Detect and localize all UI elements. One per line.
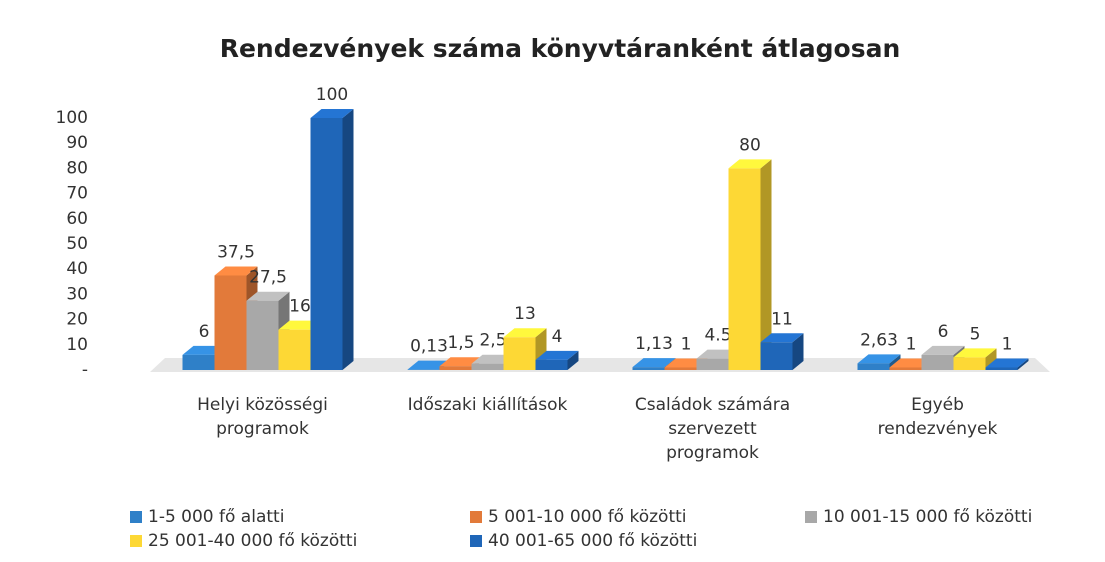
legend-swatch [130, 511, 142, 523]
x-tick-label: Időszaki kiállítások [408, 395, 568, 415]
legend-swatch [470, 535, 482, 547]
x-tick-label-line: Családok számára [635, 395, 790, 415]
y-tick-label: 60 [66, 209, 88, 229]
bar-top [857, 354, 901, 364]
floor [150, 358, 1050, 372]
data-label: 27,5 [249, 268, 287, 288]
bar [471, 363, 504, 370]
legend-swatch [130, 535, 142, 547]
data-label: 37,5 [217, 243, 255, 263]
x-tick-label-line: Helyi közösségi [197, 395, 328, 415]
x-tick-label-line: Egyéb [911, 395, 964, 415]
bar-top [953, 348, 997, 358]
bar [439, 366, 472, 370]
bar-side [567, 350, 579, 370]
y-tick-label: 70 [66, 184, 88, 204]
x-tick-label-line: programok [666, 443, 759, 463]
y-tick-label: 20 [66, 310, 88, 330]
data-label: 11 [771, 309, 793, 329]
legend-label: 1-5 000 fő alatti [148, 507, 284, 527]
y-tick-label: 90 [66, 133, 88, 153]
x-tick-label: Családok számára szervezett programok [635, 395, 790, 463]
data-label: 6 [199, 322, 210, 342]
bar [889, 367, 922, 370]
bar-side [760, 159, 772, 370]
data-label: 2,63 [860, 330, 898, 350]
x-tick-label-line: rendezvények [878, 419, 998, 439]
x-tick-label-line: programok [216, 419, 309, 439]
bar-top [214, 266, 258, 276]
legend-swatch [805, 511, 817, 523]
chart-title: Rendezvények száma könyvtáranként átlago… [220, 34, 901, 63]
bar-top [728, 159, 772, 169]
bar [857, 363, 890, 370]
bar-side [1017, 358, 1029, 370]
data-label: 1 [1002, 334, 1013, 354]
legend-label: 25 001-40 000 fő közötti [148, 531, 357, 551]
data-label: 2,5 [479, 331, 506, 351]
bar [310, 118, 343, 370]
x-tick-label-line: Időszaki kiállítások [408, 395, 568, 415]
data-label: 4.5 [704, 326, 731, 346]
y-tick-label: 100 [56, 108, 88, 128]
legend-label: 40 001-65 000 fő közötti [488, 531, 697, 551]
data-label: 6 [938, 322, 949, 342]
x-tick-label: Egyéb rendezvények [878, 395, 998, 439]
bar [921, 354, 954, 370]
bar [985, 367, 1018, 370]
y-tick-label: 30 [66, 284, 88, 304]
data-label: 5 [970, 324, 981, 344]
bar-side [792, 333, 804, 370]
bar [728, 168, 761, 370]
x-tick-label: Helyi közösségi programok [197, 395, 328, 439]
data-label: 4 [552, 327, 563, 347]
y-tick-label: 40 [66, 259, 88, 279]
data-label: 100 [316, 85, 348, 105]
bar-top [246, 291, 290, 301]
bar-side [985, 348, 997, 370]
bar [632, 367, 665, 370]
bar-top [921, 345, 965, 355]
legend-swatch [470, 511, 482, 523]
data-label: 80 [739, 135, 761, 155]
bar-top [535, 350, 579, 360]
bar-top [310, 109, 354, 118]
bar [664, 367, 697, 370]
bar [214, 275, 247, 370]
data-label: 0,13 [410, 337, 448, 357]
bar-top [985, 358, 1029, 368]
data-label: 1,13 [635, 334, 673, 354]
legend-label: 5 001-10 000 fő közötti [488, 507, 687, 527]
data-label: 1 [681, 334, 692, 354]
bar [760, 342, 793, 370]
y-tick-label: 50 [66, 234, 88, 254]
bar-side [342, 109, 354, 370]
data-label: 13 [514, 304, 536, 324]
bar-top [760, 333, 804, 343]
bar [278, 329, 311, 370]
data-label: 1 [906, 334, 917, 354]
y-tick-label: 80 [66, 158, 88, 178]
bar [503, 337, 536, 370]
bar-top [632, 358, 676, 368]
data-label: 16 [289, 297, 311, 317]
bar [246, 300, 279, 370]
y-tick-label: 10 [66, 335, 88, 355]
y-tick-label: - [82, 360, 88, 380]
legend-label: 10 001-15 000 fő közötti [823, 507, 1032, 527]
bar [696, 358, 729, 370]
bar [182, 354, 215, 370]
bar-top [503, 328, 547, 338]
data-label: 1,5 [447, 333, 474, 353]
x-tick-label-line: szervezett [668, 419, 757, 439]
bar [535, 359, 568, 370]
bar [953, 357, 986, 370]
